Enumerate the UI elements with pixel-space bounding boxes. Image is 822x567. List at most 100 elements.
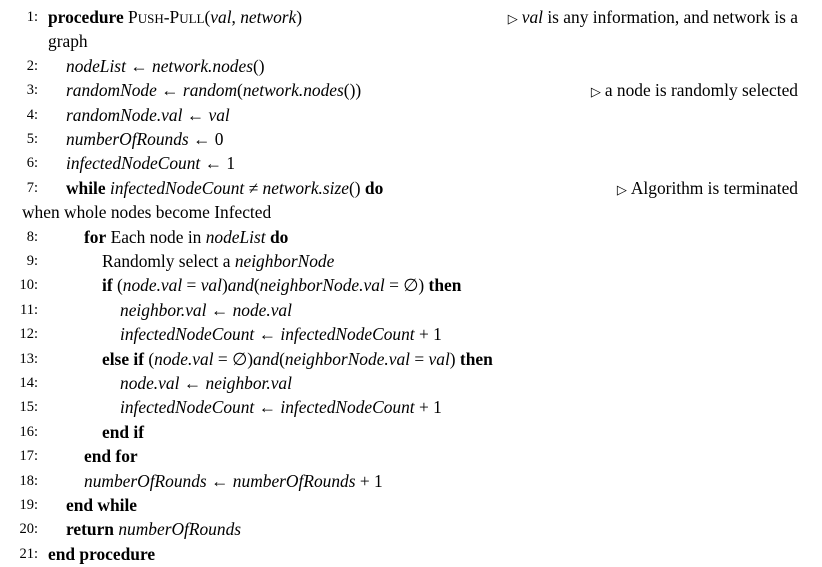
math-expression: neighborNode.val <box>284 348 411 369</box>
algorithm-line: 13: else if (node.val = ∅)and(neighborNod… <box>0 347 822 371</box>
line-body: infectedNodeCount ← infectedNodeCount + … <box>120 322 442 346</box>
algorithm-line: 17: end for <box>0 444 822 468</box>
math-expression: network.nodes <box>242 80 344 101</box>
line-text: = <box>410 348 429 369</box>
algorithm-line: 20: return numberOfRounds <box>0 517 822 541</box>
line-comment: ▷ a node is randomly selected <box>591 78 798 104</box>
comment-triangle-icon: ▷ <box>590 84 601 100</box>
line-text: + 1 <box>414 324 442 345</box>
line-text: ( <box>279 348 285 369</box>
math-expression: and <box>227 275 254 296</box>
keyword: end while <box>66 495 138 515</box>
line-text: = ∅) <box>384 275 429 296</box>
line-body: infectedNodeCount ← infectedNodeCount + … <box>120 395 442 419</box>
line-text: ) <box>296 7 303 27</box>
line-number: 18: <box>19 472 38 489</box>
line-text: ( <box>204 7 211 27</box>
comment-text: is any information, and network is a <box>542 7 798 27</box>
line-text: ()) <box>343 80 362 101</box>
math-expression: val <box>200 275 222 296</box>
comment-triangle-icon: ▷ <box>507 11 518 26</box>
line-text: ← 1 <box>200 153 236 174</box>
line-number: 4: <box>26 106 38 123</box>
line-text: ( <box>253 275 260 296</box>
math-expression: numberOfRounds <box>232 470 356 491</box>
line-body: end while <box>66 493 137 517</box>
line-number: 7: <box>26 179 38 196</box>
math-expression: randomNode.val <box>66 104 183 125</box>
comment-triangle-icon: ▷ <box>616 181 627 197</box>
line-text: () <box>348 177 365 198</box>
math-expression: node.val <box>154 348 214 369</box>
algorithm-line: 11: neighbor.val ← node.val <box>0 298 822 322</box>
line-body: randomNode ← random(network.nodes()) <box>66 78 361 102</box>
keyword: do <box>364 177 384 198</box>
line-text: ≠ <box>244 177 263 198</box>
algorithm-line: 2: nodeList ← network.nodes() <box>0 54 822 78</box>
line-text: ( <box>144 348 155 369</box>
line-body: numberOfRounds ← numberOfRounds + 1 <box>84 469 383 493</box>
algorithm-line: 5: numberOfRounds ← 0 <box>0 127 822 151</box>
line-number: 19: <box>19 497 38 513</box>
keyword: then <box>459 348 493 369</box>
line-body: end if <box>102 420 144 444</box>
line-text: ← <box>254 397 281 418</box>
keyword: then <box>428 275 462 296</box>
line-body: if (node.val = val)and(neighborNode.val … <box>102 273 461 297</box>
line-text: ← <box>206 470 233 491</box>
math-expression: infectedNodeCount <box>280 397 415 418</box>
line-number: 1: <box>26 9 38 25</box>
math-expression: node.val <box>232 299 292 320</box>
line-text: ( <box>112 275 123 296</box>
line-text: = ∅) <box>213 348 254 369</box>
math-expression: and <box>253 348 280 369</box>
line-text: ← <box>125 55 153 76</box>
math-expression: randomNode <box>66 80 157 101</box>
math-expression: nodeList <box>205 226 266 247</box>
keyword: while <box>66 177 106 198</box>
line-comment: ▷ Algorithm is terminated <box>617 176 798 202</box>
math-expression: numberOfRounds <box>66 129 189 149</box>
line-body: numberOfRounds ← 0 <box>66 127 223 151</box>
continuation-text: when whole nodes become Infected <box>22 202 272 223</box>
math-expression: infectedNodeCount <box>109 177 245 198</box>
math-expression: infectedNodeCount <box>280 324 415 345</box>
line-text: + 1 <box>414 397 442 418</box>
line-text: ← <box>182 104 209 125</box>
line-body: infectedNodeCount ← 1 <box>66 151 235 175</box>
line-number: 10: <box>19 277 38 294</box>
keyword: return <box>66 519 114 540</box>
math-expression: random <box>182 80 238 101</box>
line-number: 20: <box>19 521 38 538</box>
algorithm-line: 8: for Each node in nodeList do <box>0 225 822 249</box>
line-body: neighbor.val ← node.val <box>120 298 292 322</box>
line-number: 3: <box>26 82 38 99</box>
keyword: for <box>84 226 107 247</box>
algorithm-line: 21: end procedure <box>0 542 822 566</box>
line-body: randomNode.val ← val <box>66 103 230 127</box>
line-number: 8: <box>26 228 38 245</box>
math-expression: neighbor.val <box>205 373 292 393</box>
line-body: node.val ← neighbor.val <box>120 371 292 395</box>
line-text: Randomly select a <box>102 251 235 271</box>
line-body: for Each node in nodeList do <box>84 225 288 249</box>
line-text: ← 0 <box>188 129 224 149</box>
line-number: 21: <box>19 545 38 562</box>
math-expression: infectedNodeCount <box>120 324 255 345</box>
line-number: 5: <box>26 131 38 147</box>
math-expression: node.val <box>122 275 183 296</box>
line-text: Each node in <box>106 226 206 247</box>
algorithm-line: 9: Randomly select a neighborNode <box>0 249 822 273</box>
math-expression: numberOfRounds <box>118 519 242 540</box>
line-body: Randomly select a neighborNode <box>102 249 334 273</box>
math-expression: val <box>208 104 230 125</box>
algorithm-line: 15: infectedNodeCount ← infectedNodeCount… <box>0 395 822 419</box>
math-expression: numberOfRounds <box>84 470 207 491</box>
algorithm-line: 3: randomNode ← random(network.nodes()) ▷ a… <box>0 78 822 102</box>
line-text: ← <box>179 373 206 393</box>
math-expression: network.nodes <box>152 55 253 76</box>
math-expression: node.val <box>120 373 180 393</box>
algorithm-line: 4: randomNode.val ← val <box>0 103 822 127</box>
algorithm-line: 12: infectedNodeCount ← infectedNodeCount… <box>0 322 822 346</box>
line-text: ← <box>254 324 281 345</box>
